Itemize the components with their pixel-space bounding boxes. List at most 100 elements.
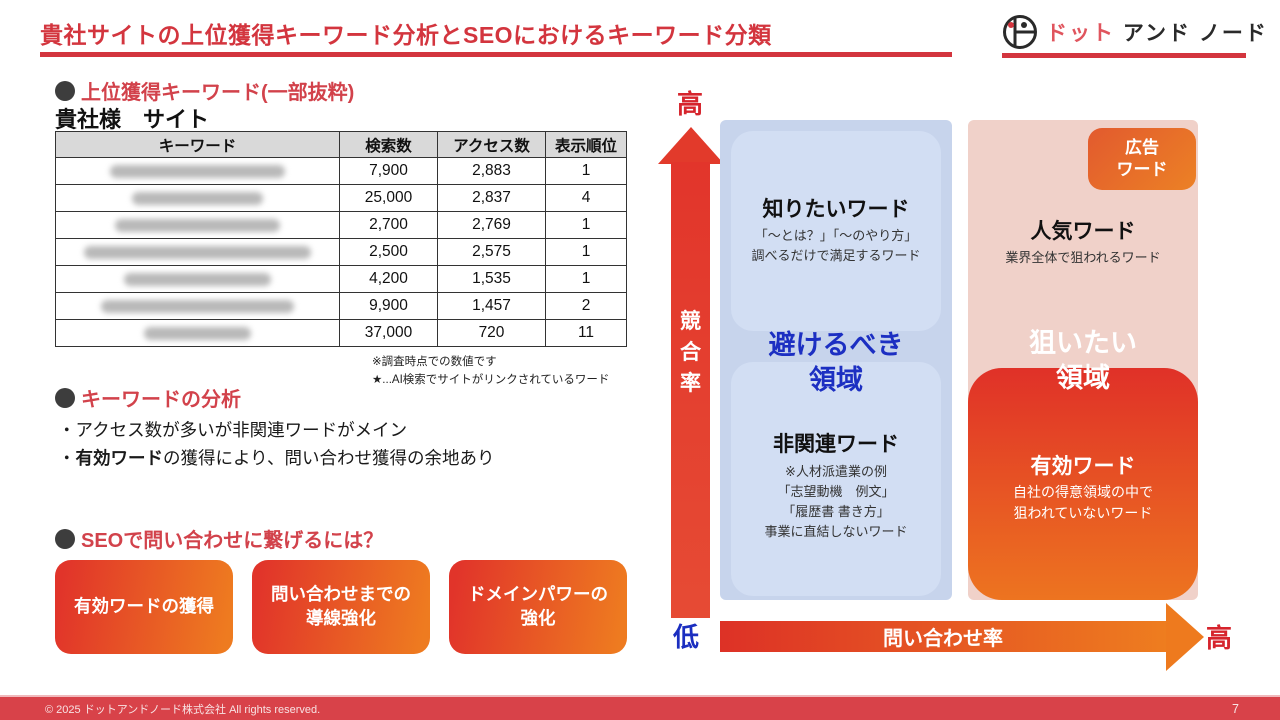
ad-words-badge: 広告 ワード (1088, 128, 1196, 190)
x-axis-high-label: 高 (1206, 623, 1233, 653)
section-bullet-icon (55, 528, 75, 549)
table-row: 4,200 1,535 1 (55, 265, 627, 293)
unrelated-words-box (731, 362, 941, 596)
blurred-keyword (143, 326, 252, 340)
blurred-keyword (132, 191, 263, 205)
cta-valid-words: 有効ワードの獲得 (55, 560, 233, 654)
target-area-panel: 広告 ワード 人気ワード 業界全体で狙われるワード 狙いたい 領域 有効ワード … (968, 120, 1198, 600)
analysis-bold: 有効ワード (75, 448, 164, 468)
table-row: 37,000 720 11 (55, 319, 627, 347)
search-cell: 9,900 (339, 292, 438, 320)
valid-words-title: 有効ワード (1030, 455, 1136, 478)
y-axis-arrowhead-icon (658, 127, 724, 164)
valid-words-sub: 自社の得意領域の中で 狙われていないワード (1013, 484, 1153, 521)
rank-cell: 2 (545, 292, 627, 320)
search-cell: 2,700 (339, 211, 438, 239)
keyword-cell-blurred (55, 265, 340, 293)
blurred-keyword (84, 245, 311, 259)
keyword-cell-blurred (55, 184, 340, 212)
popular-words-sub: 業界全体で狙われるワード (1005, 250, 1161, 265)
valid-words-box (968, 368, 1198, 600)
table-row: 2,700 2,769 1 (55, 211, 627, 239)
x-axis-label: 問い合わせ率 (883, 628, 1003, 650)
blurred-keyword (115, 218, 280, 232)
analysis-point: ・有効ワードの獲得により、問い合わせ獲得の余地あり (58, 444, 494, 472)
analysis-text: ・ (58, 448, 76, 468)
note-line: ★...AI検索でサイトがリンクされているワード (372, 373, 610, 386)
col-header-access: アクセス数 (437, 131, 546, 158)
rank-cell: 1 (545, 211, 627, 239)
avoid-area-panel: 知りたいワード 「〜とは？」「〜のやり方」 調べるだけで満足するワード 避けるべ… (720, 120, 952, 600)
know-words-title: 知りたいワード (762, 198, 910, 221)
title-underline (40, 52, 952, 57)
access-cell: 2,575 (437, 238, 546, 266)
keyword-table: キーワード 検索数 アクセス数 表示順位 7,900 2,883 1 25,00… (55, 131, 627, 347)
logo-text: ドット アンド ノード (1046, 17, 1268, 47)
access-cell: 1,535 (437, 265, 546, 293)
company-logo: ドット アンド ノード (1002, 12, 1266, 52)
page-title: 貴社サイトの上位獲得キーワード分析とSEOにおけるキーワード分類 (40, 22, 772, 48)
cta-row: 有効ワードの獲得 問い合わせまでの 導線強化 ドメインパワーの 強化 (55, 560, 627, 654)
section-seo-label: SEOで問い合わせに繋げるには？ (81, 530, 384, 552)
analysis-points: ・アクセス数が多いが非関連ワードがメイン ・有効ワードの獲得により、問い合わせ獲… (58, 416, 494, 472)
logo-underline (1002, 53, 1246, 58)
section-analysis-label: キーワードの分析 (81, 389, 241, 411)
search-cell: 25,000 (339, 184, 438, 212)
rank-cell: 11 (545, 319, 627, 347)
x-axis-shaft: 問い合わせ率 (720, 621, 1166, 652)
table-row: 2,500 2,575 1 (55, 238, 627, 266)
keyword-cell-blurred (55, 211, 340, 239)
search-cell: 2,500 (339, 238, 438, 266)
footer-bar: © 2025 ドットアンドノード株式会社 All rights reserved… (0, 695, 1280, 720)
section-bullet-icon (55, 387, 75, 408)
analysis-point: ・アクセス数が多いが非関連ワードがメイン (58, 416, 494, 444)
search-cell: 37,000 (339, 319, 438, 347)
keyword-cell-blurred (55, 319, 340, 347)
analysis-text: の獲得により、問い合わせ獲得の余地あり (163, 448, 495, 468)
rank-cell: 1 (545, 157, 627, 185)
search-cell: 7,900 (339, 157, 438, 185)
keyword-cell-blurred (55, 292, 340, 320)
cta-domain-power: ドメインパワーの 強化 (449, 560, 627, 654)
rank-cell: 1 (545, 238, 627, 266)
section-seo: SEOで問い合わせに繋げるには？ (55, 524, 383, 553)
avoid-area-title: 避けるべき 領域 (768, 330, 904, 396)
y-axis-label: 競合率 (680, 310, 701, 395)
access-cell: 2,769 (437, 211, 546, 239)
section-top-keywords-label: 上位獲得キーワード(一部抜粋) (81, 82, 355, 104)
access-cell: 720 (437, 319, 546, 347)
unrelated-words-sub: ※人材派遣業の例 「志望動機 例文」 「履歴書 書き方」 事業に直結しないワード (764, 464, 908, 540)
popular-words-title: 人気ワード (1030, 220, 1136, 243)
y-axis-high-label: 高 (676, 89, 703, 119)
site-label: 貴社様 サイト (55, 107, 210, 132)
know-words-box (731, 131, 941, 331)
col-header-rank: 表示順位 (545, 131, 627, 158)
copyright-text: © 2025 ドットアンドノード株式会社 All rights reserved… (45, 703, 321, 716)
table-notes: ※調査時点での数値です ★...AI検索でサイトがリンクされているワード (372, 354, 609, 390)
blurred-keyword (101, 299, 294, 313)
cta-inquiry-path: 問い合わせまでの 導線強化 (252, 560, 430, 654)
blurred-keyword (123, 272, 272, 286)
keyword-cell-blurred (55, 157, 340, 185)
y-axis-shaft (671, 162, 710, 618)
col-header-keyword: キーワード (55, 131, 340, 158)
access-cell: 1,457 (437, 292, 546, 320)
keyword-cell-blurred (55, 238, 340, 266)
logo-word-node: ノード (1198, 22, 1268, 45)
access-cell: 2,883 (437, 157, 546, 185)
blurred-keyword (109, 164, 286, 178)
note-line: ※調査時点での数値です (372, 356, 497, 368)
search-cell: 4,200 (339, 265, 438, 293)
x-axis-arrowhead-icon (1166, 603, 1204, 671)
know-words-sub: 「〜とは？」「〜のやり方」 調べるだけで満足するワード (751, 228, 921, 264)
access-cell: 2,837 (437, 184, 546, 212)
rank-cell: 4 (545, 184, 627, 212)
section-analysis: キーワードの分析 (55, 383, 241, 412)
unrelated-words-title: 非関連ワード (773, 433, 899, 456)
table-row: 9,900 1,457 2 (55, 292, 627, 320)
table-row: 7,900 2,883 1 (55, 157, 627, 185)
analysis-text: ・アクセス数が多いが非関連ワードがメイン (58, 420, 408, 440)
logo-circle-icon (1003, 15, 1037, 49)
logo-word-and: アンド (1122, 22, 1192, 45)
